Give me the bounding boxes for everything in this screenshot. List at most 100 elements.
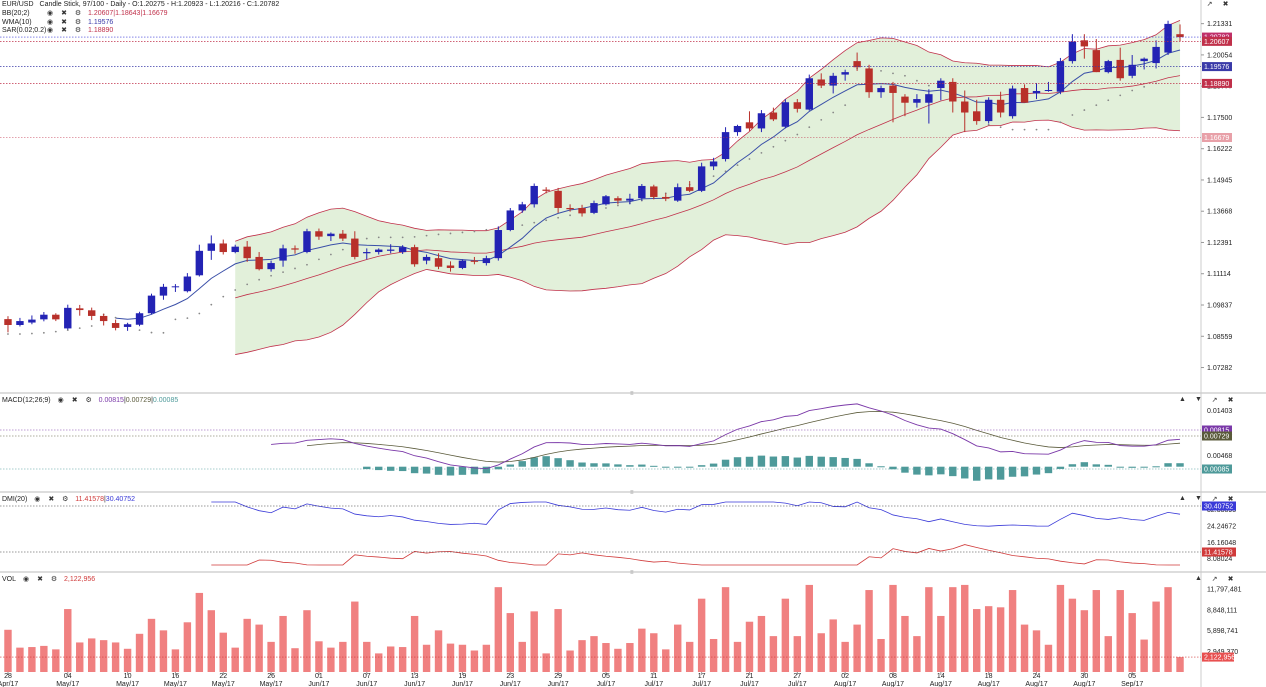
volume-bar xyxy=(578,640,586,672)
gear-icon[interactable]: ⚙ xyxy=(50,576,58,583)
close-icon[interactable]: ✖ xyxy=(61,27,67,34)
candle-body xyxy=(195,250,204,276)
sar-dot xyxy=(365,237,368,240)
candle-body xyxy=(267,263,275,270)
close-icon[interactable]: ✖ xyxy=(61,19,67,26)
bollinger-upper-line xyxy=(235,20,1181,242)
volume-bar xyxy=(159,630,168,672)
volume-bar xyxy=(566,650,574,672)
candle-body xyxy=(697,166,706,191)
volume-bar xyxy=(853,624,861,672)
panel-resize-handle[interactable]: ≡ xyxy=(630,391,634,397)
close-icon[interactable]: ✖ xyxy=(48,496,55,503)
y-tick-label: 8,848,111 xyxy=(1207,607,1237,614)
candle xyxy=(16,317,24,327)
eye-icon[interactable]: ◉ xyxy=(46,27,54,34)
close-icon[interactable]: ✖ xyxy=(37,576,43,583)
volume-bar xyxy=(494,587,503,672)
close-icon[interactable]: ✖ xyxy=(1222,1,1229,8)
candle xyxy=(1080,34,1089,59)
candle-body xyxy=(590,203,598,213)
sar-dot xyxy=(1143,85,1146,88)
macd-histogram-bar xyxy=(1104,464,1112,467)
bollinger-lower-line xyxy=(235,119,1181,355)
sar-legend: SAR(0.02;0.2) ◉ ✖ ⚙ 1.18890 xyxy=(2,26,113,35)
sar-dot xyxy=(473,230,476,233)
macd-histogram-bar xyxy=(996,466,1005,480)
eye-icon[interactable]: ◉ xyxy=(46,10,54,17)
eye-icon[interactable]: ◉ xyxy=(57,397,64,404)
candle xyxy=(327,232,335,242)
candle xyxy=(1092,39,1101,73)
panel-resize-handle[interactable]: ≡ xyxy=(630,570,634,576)
move-up-icon[interactable]: ▲ xyxy=(1179,495,1186,502)
y-tick-label: 1.08559 xyxy=(1207,334,1232,341)
macd-histogram-bar xyxy=(626,465,634,467)
sar-dot xyxy=(90,325,93,327)
eye-icon[interactable]: ◉ xyxy=(34,496,41,503)
expand-icon[interactable]: ↗ xyxy=(1211,397,1218,404)
eye-icon[interactable]: ◉ xyxy=(22,576,30,583)
volume-bar xyxy=(207,610,216,672)
volume-bar xyxy=(135,633,144,672)
macd-histogram-bar xyxy=(434,466,443,475)
volume-bar xyxy=(650,633,658,672)
candle xyxy=(972,99,981,125)
close-icon[interactable]: ✖ xyxy=(71,397,78,404)
close-icon[interactable]: ✖ xyxy=(1227,496,1234,503)
volume-bar xyxy=(709,638,718,672)
x-tick-month: Jun/17 xyxy=(404,681,425,687)
volume-bar xyxy=(111,642,120,672)
volume-bar xyxy=(865,590,873,672)
gear-icon[interactable]: ⚙ xyxy=(85,397,92,404)
eye-icon[interactable]: ◉ xyxy=(46,19,54,26)
y-tick-label: 1.14945 xyxy=(1207,177,1232,184)
candle-body xyxy=(219,243,227,253)
close-icon[interactable]: ✖ xyxy=(1227,576,1234,583)
candle xyxy=(123,322,132,331)
macd-histogram-bar xyxy=(590,463,598,467)
sar-dot xyxy=(1119,94,1122,97)
candle xyxy=(279,244,287,267)
sar-price-label: 1.18890 xyxy=(1204,81,1229,88)
macd-panel-controls: ▲ ▼ ↗ ✖ xyxy=(1179,396,1234,404)
move-up-icon[interactable]: ▲ xyxy=(1195,575,1202,582)
candle-body xyxy=(458,260,467,268)
macd-histogram-bar xyxy=(1056,466,1065,469)
candle xyxy=(913,94,921,108)
gear-icon[interactable]: ⚙ xyxy=(62,496,69,503)
gear-icon[interactable]: ⚙ xyxy=(74,10,82,17)
candle xyxy=(650,184,658,200)
candle xyxy=(1020,84,1029,103)
panel-resize-handle[interactable]: ≡ xyxy=(630,490,634,496)
move-up-icon[interactable]: ▲ xyxy=(1179,396,1186,403)
move-down-icon[interactable]: ▼ xyxy=(1195,396,1202,403)
expand-icon[interactable]: ↗ xyxy=(1211,496,1218,503)
x-tick-month: Sep/17 xyxy=(1121,681,1143,687)
candle-body xyxy=(578,207,586,214)
sar-dot xyxy=(772,145,775,148)
volume-bar xyxy=(817,633,825,672)
move-down-icon[interactable]: ▼ xyxy=(1195,495,1202,502)
candle-body xyxy=(745,122,754,129)
gear-icon[interactable]: ⚙ xyxy=(74,27,82,34)
candle xyxy=(817,73,825,89)
macd-signal-line xyxy=(306,411,1181,463)
close-icon[interactable]: ✖ xyxy=(61,10,67,17)
expand-icon[interactable]: ↗ xyxy=(1211,576,1218,583)
volume-bar xyxy=(40,645,48,672)
sar-dot xyxy=(1107,99,1110,102)
expand-icon[interactable]: ↗ xyxy=(1206,1,1213,8)
candle-body xyxy=(4,319,12,325)
candle-body xyxy=(805,78,813,110)
bb-legend: BB(20;2) ◉ ✖ ⚙ 1.20607|1.18643|1.16679 xyxy=(2,9,168,18)
candle xyxy=(506,207,514,232)
volume-bar xyxy=(1008,590,1017,672)
candle xyxy=(422,254,431,265)
volume-bar xyxy=(1164,587,1172,672)
candle-body xyxy=(135,313,144,325)
close-icon[interactable]: ✖ xyxy=(1227,397,1234,404)
volume-bar xyxy=(1092,590,1101,672)
gear-icon[interactable]: ⚙ xyxy=(74,19,82,26)
macd-histogram-bar xyxy=(733,457,742,467)
